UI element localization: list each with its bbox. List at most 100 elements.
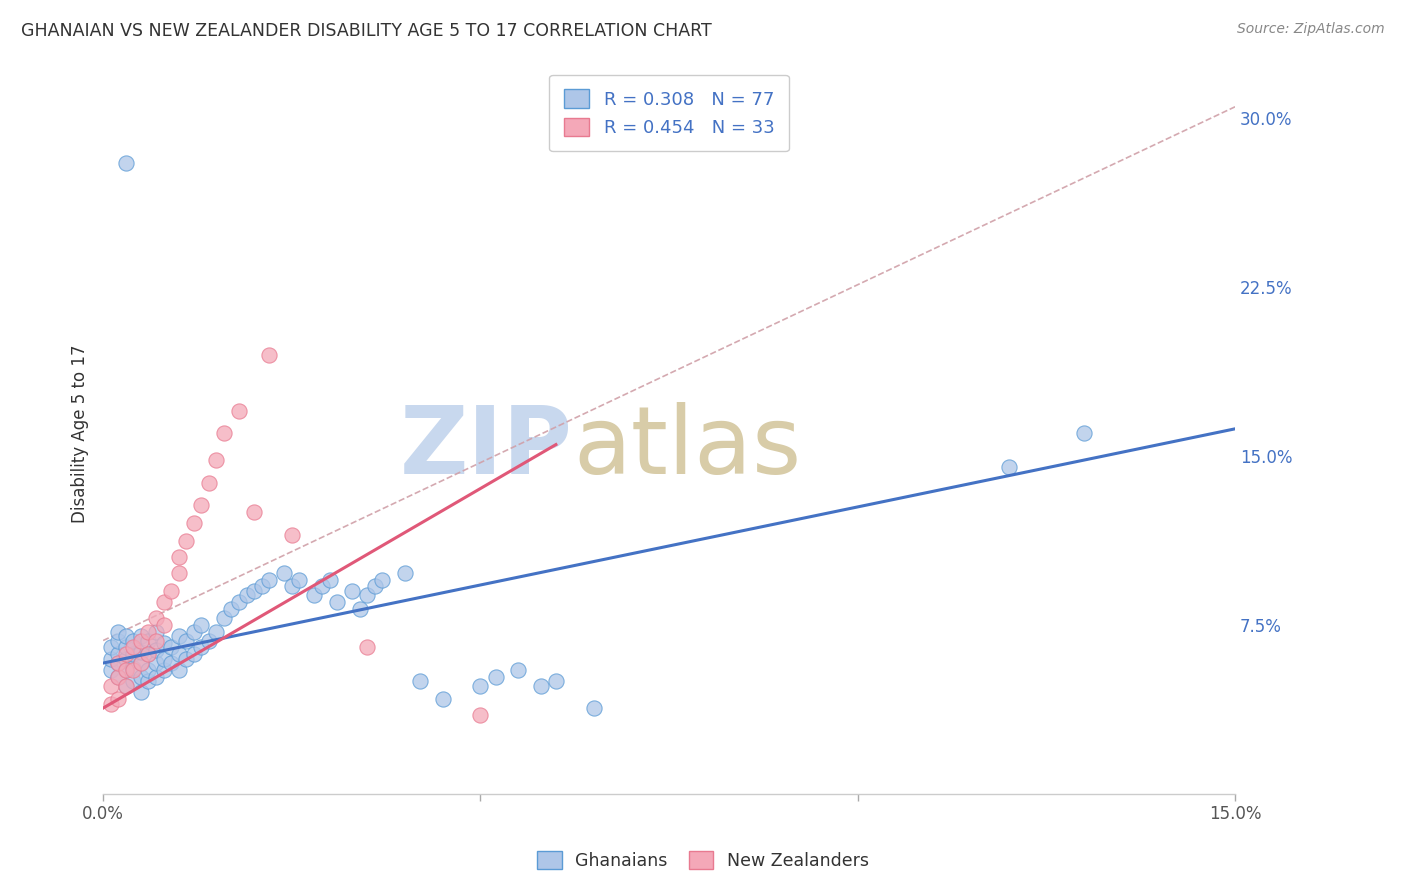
Point <box>281 579 304 593</box>
Point <box>371 573 394 587</box>
Point <box>138 663 160 677</box>
Point <box>152 636 174 650</box>
Point <box>205 624 228 639</box>
Point <box>107 656 129 670</box>
Point <box>183 516 205 531</box>
Point <box>197 633 219 648</box>
Point <box>212 611 235 625</box>
Point <box>235 589 257 603</box>
Point <box>138 633 160 648</box>
Y-axis label: Disability Age 5 to 17: Disability Age 5 to 17 <box>72 344 89 523</box>
Point <box>145 669 167 683</box>
Point <box>167 550 190 565</box>
Point <box>129 656 152 670</box>
Text: GHANAIAN VS NEW ZEALANDER DISABILITY AGE 5 TO 17 CORRELATION CHART: GHANAIAN VS NEW ZEALANDER DISABILITY AGE… <box>21 22 711 40</box>
Point <box>114 629 136 643</box>
Point <box>544 674 567 689</box>
Point <box>114 663 136 677</box>
Point <box>257 347 280 361</box>
Point <box>129 669 152 683</box>
Point <box>100 663 122 677</box>
Point <box>107 656 129 670</box>
Point <box>190 640 212 655</box>
Point <box>145 642 167 657</box>
Point <box>129 685 152 699</box>
Point <box>349 602 371 616</box>
Point <box>318 573 340 587</box>
Point <box>174 534 197 549</box>
Point <box>160 584 183 599</box>
Point <box>107 633 129 648</box>
Point <box>107 669 129 683</box>
Point <box>470 707 492 722</box>
Point <box>356 589 378 603</box>
Point <box>129 633 152 648</box>
Point <box>122 647 145 661</box>
Point <box>114 640 136 655</box>
Text: ZIP: ZIP <box>401 401 572 494</box>
Point <box>100 651 122 665</box>
Point <box>394 566 416 580</box>
Point <box>273 566 295 580</box>
Point <box>107 647 129 661</box>
Point <box>228 595 250 609</box>
Point <box>508 663 530 677</box>
Point <box>326 595 349 609</box>
Point <box>114 679 136 693</box>
Point <box>530 679 553 693</box>
Legend: Ghanaians, New Zealanders: Ghanaians, New Zealanders <box>529 843 877 879</box>
Point <box>100 640 122 655</box>
Point <box>183 647 205 661</box>
Legend: R = 0.308   N = 77, R = 0.454   N = 33: R = 0.308 N = 77, R = 0.454 N = 33 <box>550 75 789 152</box>
Point <box>122 633 145 648</box>
Point <box>152 651 174 665</box>
Point <box>129 629 152 643</box>
Point <box>145 656 167 670</box>
Point <box>122 660 145 674</box>
Point <box>250 579 273 593</box>
Point <box>190 617 212 632</box>
Point <box>138 647 160 661</box>
Point <box>138 624 160 639</box>
Point <box>205 453 228 467</box>
Point <box>107 692 129 706</box>
Point <box>356 640 378 655</box>
Point <box>174 651 197 665</box>
Point <box>122 640 145 655</box>
Point <box>243 505 266 519</box>
Point <box>190 499 212 513</box>
Point <box>997 460 1019 475</box>
Point <box>160 640 183 655</box>
Point <box>129 645 152 659</box>
Point <box>122 674 145 689</box>
Point <box>582 701 605 715</box>
Point <box>197 475 219 490</box>
Point <box>257 573 280 587</box>
Point <box>409 674 432 689</box>
Point <box>340 584 363 599</box>
Point <box>212 426 235 441</box>
Point <box>432 692 454 706</box>
Text: Source: ZipAtlas.com: Source: ZipAtlas.com <box>1237 22 1385 37</box>
Point <box>167 629 190 643</box>
Point <box>281 527 304 541</box>
Point <box>145 624 167 639</box>
Point <box>100 679 122 693</box>
Point <box>243 584 266 599</box>
Point <box>145 633 167 648</box>
Point <box>228 404 250 418</box>
Point <box>152 595 174 609</box>
Point <box>114 156 136 170</box>
Point <box>129 656 152 670</box>
Text: atlas: atlas <box>572 401 801 494</box>
Point <box>114 679 136 693</box>
Point <box>183 624 205 639</box>
Point <box>288 573 311 587</box>
Point <box>100 697 122 711</box>
Point <box>484 669 506 683</box>
Point <box>167 566 190 580</box>
Point <box>160 656 183 670</box>
Point <box>470 679 492 693</box>
Point <box>152 663 174 677</box>
Point <box>167 663 190 677</box>
